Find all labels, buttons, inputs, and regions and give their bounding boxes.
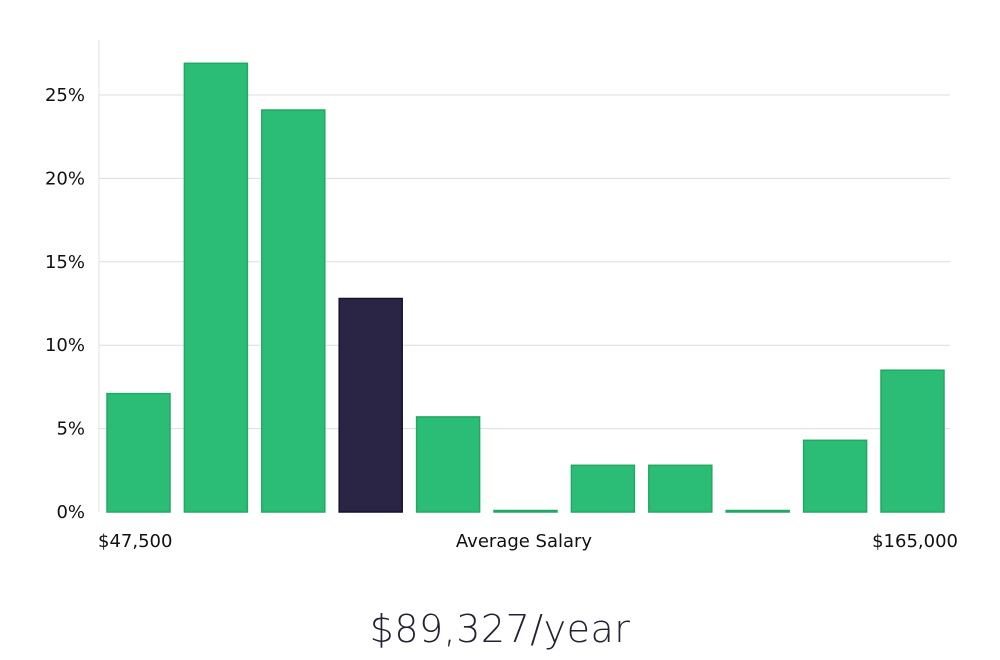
x-max-label: $165,000	[872, 531, 958, 552]
y-tick-label: 5%	[56, 419, 85, 440]
salary-histogram: 0%5%10%15%20%25% $47,500 Average Salary …	[45, 40, 958, 552]
salary-bar	[570, 464, 636, 513]
y-tick-label: 25%	[45, 85, 85, 106]
salary-bar	[880, 369, 945, 513]
y-tick-label: 10%	[45, 335, 85, 356]
salary-bar	[648, 464, 713, 513]
y-tick-label: 15%	[45, 252, 85, 273]
x-min-label: $47,500	[98, 531, 172, 552]
salary-bar-highlighted	[338, 297, 403, 513]
salary-bar	[183, 62, 249, 513]
x-axis-title: Average Salary	[456, 531, 593, 552]
salary-bar	[415, 416, 481, 513]
salary-bar	[493, 509, 558, 513]
salary-bar	[261, 109, 326, 513]
y-axis-ticks: 0% 5% 10% 15% 20% 25%	[45, 85, 85, 523]
y-tick-label: 0%	[56, 502, 85, 523]
average-salary-readout: $89,327/year	[369, 607, 631, 651]
salary-bar	[106, 392, 171, 513]
salary-bar	[725, 509, 790, 513]
salary-bar	[802, 439, 868, 513]
y-tick-label: 20%	[45, 168, 85, 189]
bars	[106, 62, 945, 513]
